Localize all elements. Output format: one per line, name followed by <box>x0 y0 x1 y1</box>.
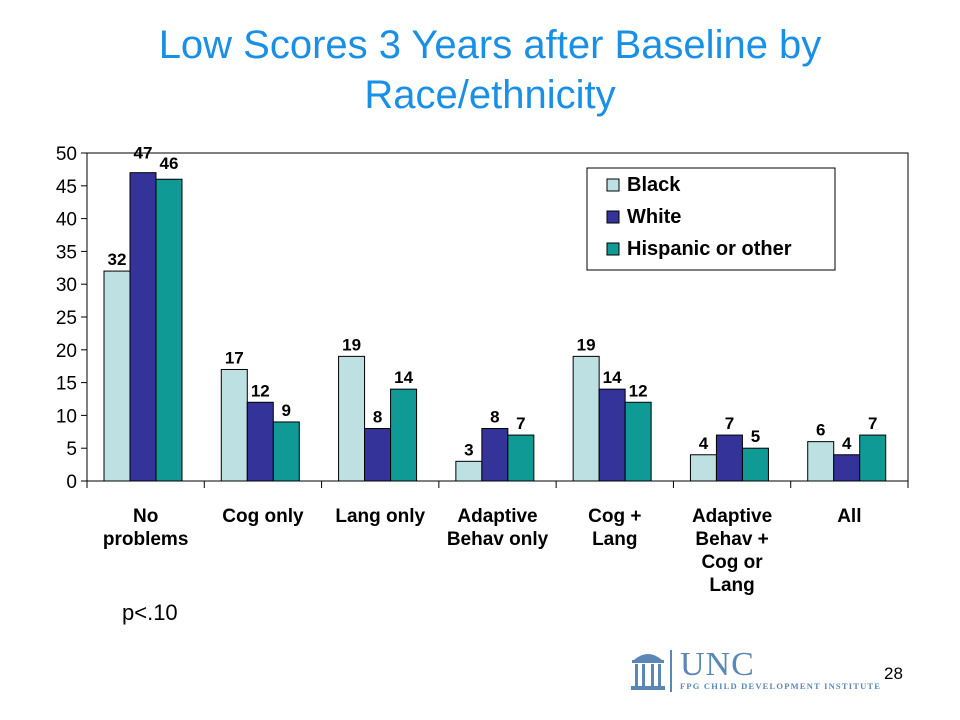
bar <box>246 401 274 482</box>
x-tick-label-line: Cog or <box>701 552 763 573</box>
data-label: 7 <box>868 414 877 433</box>
legend-label: Hispanic or other <box>627 238 792 260</box>
legend-box <box>586 167 836 271</box>
bar <box>624 401 652 482</box>
data-label: 8 <box>490 408 499 427</box>
y-tick-label: 30 <box>56 275 77 296</box>
bar <box>715 434 743 482</box>
x-tick-label: Lang only <box>335 506 425 527</box>
data-label: 5 <box>751 427 760 446</box>
page-title: Low Scores 3 Years after Baseline by Rac… <box>60 20 920 120</box>
old-well-icon <box>631 654 665 690</box>
data-label: 17 <box>225 348 244 367</box>
legend-label: White <box>627 206 681 228</box>
bar <box>741 447 769 482</box>
bars <box>103 172 887 482</box>
data-label: 12 <box>629 381 648 400</box>
data-label: 9 <box>282 401 291 420</box>
x-tick-label: Adaptive Behav only <box>447 506 549 550</box>
y-tick-label: 50 <box>56 144 77 165</box>
data-label: 7 <box>725 414 734 433</box>
bar <box>220 368 248 482</box>
legend: Black White Hispanic or other <box>586 167 836 271</box>
y-tick-label: 5 <box>66 439 77 460</box>
bar <box>833 454 861 482</box>
data-label: 19 <box>342 335 361 354</box>
significance-note: p<.10 <box>122 600 178 625</box>
bar <box>390 388 418 482</box>
x-tick-label-line: Lang only <box>335 506 425 527</box>
logo-divider <box>670 650 672 692</box>
y-tick-label: 35 <box>56 242 77 263</box>
bar <box>364 428 392 482</box>
data-label: 6 <box>816 421 825 440</box>
y-tick-label: 15 <box>56 374 77 395</box>
x-tick-label-line: Cog + <box>588 506 641 527</box>
legend-swatch <box>606 210 620 224</box>
legend-swatch <box>606 178 620 192</box>
y-tick-label: 40 <box>56 210 77 231</box>
data-label: 32 <box>108 250 127 269</box>
x-tick-label-line: Cog only <box>222 506 304 527</box>
logo-subtitle: FPG CHILD DEVELOPMENT INSTITUTE <box>680 681 882 691</box>
bar <box>481 428 509 482</box>
bar <box>272 421 300 482</box>
y-tick-label: 45 <box>56 177 77 198</box>
data-label: 12 <box>251 381 270 400</box>
bar <box>859 434 887 482</box>
title-line-2: Race/ethnicity <box>364 73 616 117</box>
x-tick-label-line: Lang <box>709 575 754 596</box>
data-label: 4 <box>699 434 709 453</box>
data-label: 14 <box>394 368 413 387</box>
x-tick-label-line: Lang <box>592 529 637 550</box>
bar <box>338 355 366 482</box>
logo-name: UNC <box>680 646 755 683</box>
x-tick-label-line: Behav only <box>447 529 549 550</box>
y-tick-label: 25 <box>56 308 77 329</box>
bar <box>455 460 483 482</box>
unc-fpg-logo: UNC FPG CHILD DEVELOPMENT INSTITUTE <box>628 646 882 694</box>
bar <box>103 270 131 482</box>
x-tick-label: All <box>837 506 861 527</box>
bar <box>598 388 626 482</box>
x-tick-label-line: Behav + <box>695 529 768 550</box>
y-tick-label: 0 <box>66 472 77 493</box>
x-tick-label: Adaptive Behav + Cog or Lang <box>692 506 772 596</box>
data-label: 8 <box>373 408 382 427</box>
x-tick-label-line: No <box>133 506 158 527</box>
data-label: 47 <box>134 144 153 163</box>
bar <box>129 172 157 482</box>
bar <box>807 441 835 482</box>
bar <box>155 178 183 482</box>
data-label: 4 <box>842 434 852 453</box>
data-label: 3 <box>464 440 473 459</box>
x-tick-label-line: Adaptive <box>457 506 537 527</box>
data-label: 14 <box>603 368 622 387</box>
bar <box>689 454 717 482</box>
data-label: 46 <box>160 154 179 173</box>
y-tick-label: 20 <box>56 341 77 362</box>
x-tick-label-line: Adaptive <box>692 506 772 527</box>
page-number: 28 <box>884 664 903 683</box>
x-tick-label: Cog + Lang <box>588 506 641 550</box>
x-tick-label-line: problems <box>103 529 189 550</box>
y-tick-label: 10 <box>56 406 77 427</box>
legend-label: Black <box>627 174 681 196</box>
legend-swatch <box>606 242 620 256</box>
x-tick-label: No problems <box>103 506 189 550</box>
title-line-1: Low Scores 3 Years after Baseline by <box>158 23 822 67</box>
bar <box>572 355 600 482</box>
x-tick-label: Cog only <box>222 506 304 527</box>
data-label: 19 <box>577 335 596 354</box>
bar <box>507 434 535 482</box>
data-label: 7 <box>516 414 525 433</box>
x-tick-label-line: All <box>837 506 861 527</box>
